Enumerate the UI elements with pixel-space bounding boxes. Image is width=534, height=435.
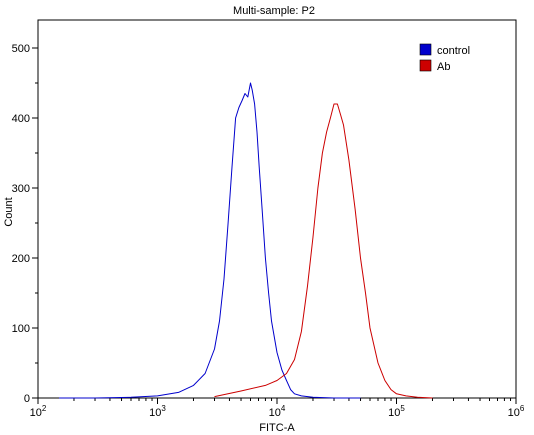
legend: control Ab — [419, 43, 470, 73]
y-axis-label: Count — [3, 197, 15, 226]
y-tick-label: 500 — [12, 43, 30, 55]
x-tick-label: 102 — [30, 404, 47, 419]
x-tick-label: 103 — [149, 404, 166, 419]
y-tick-label: 0 — [24, 393, 30, 405]
y-tick-label: 300 — [12, 183, 30, 195]
x-tick-label: 105 — [388, 404, 405, 419]
legend-label-ab: Ab — [437, 61, 450, 73]
chart-title: Multi-sample: P2 — [233, 5, 315, 17]
series-layer — [59, 82, 433, 399]
legend-swatch-ab — [419, 59, 432, 72]
series-line-ab — [214, 103, 433, 399]
x-axis: 102 103 104 105 106 — [30, 398, 525, 419]
x-tick-label: 106 — [508, 404, 525, 419]
x-tick-label: 104 — [269, 404, 286, 419]
series-line-control — [59, 82, 361, 399]
x-axis-label: FITC-A — [259, 422, 295, 434]
plot-frame — [37, 19, 517, 399]
y-axis: 0 100 200 300 400 500 — [12, 43, 38, 405]
y-tick-label: 200 — [12, 253, 30, 265]
legend-label-control: control — [437, 45, 470, 57]
y-tick-label: 100 — [12, 323, 30, 335]
y-tick-label: 400 — [12, 113, 30, 125]
legend-swatch-control — [419, 43, 432, 56]
